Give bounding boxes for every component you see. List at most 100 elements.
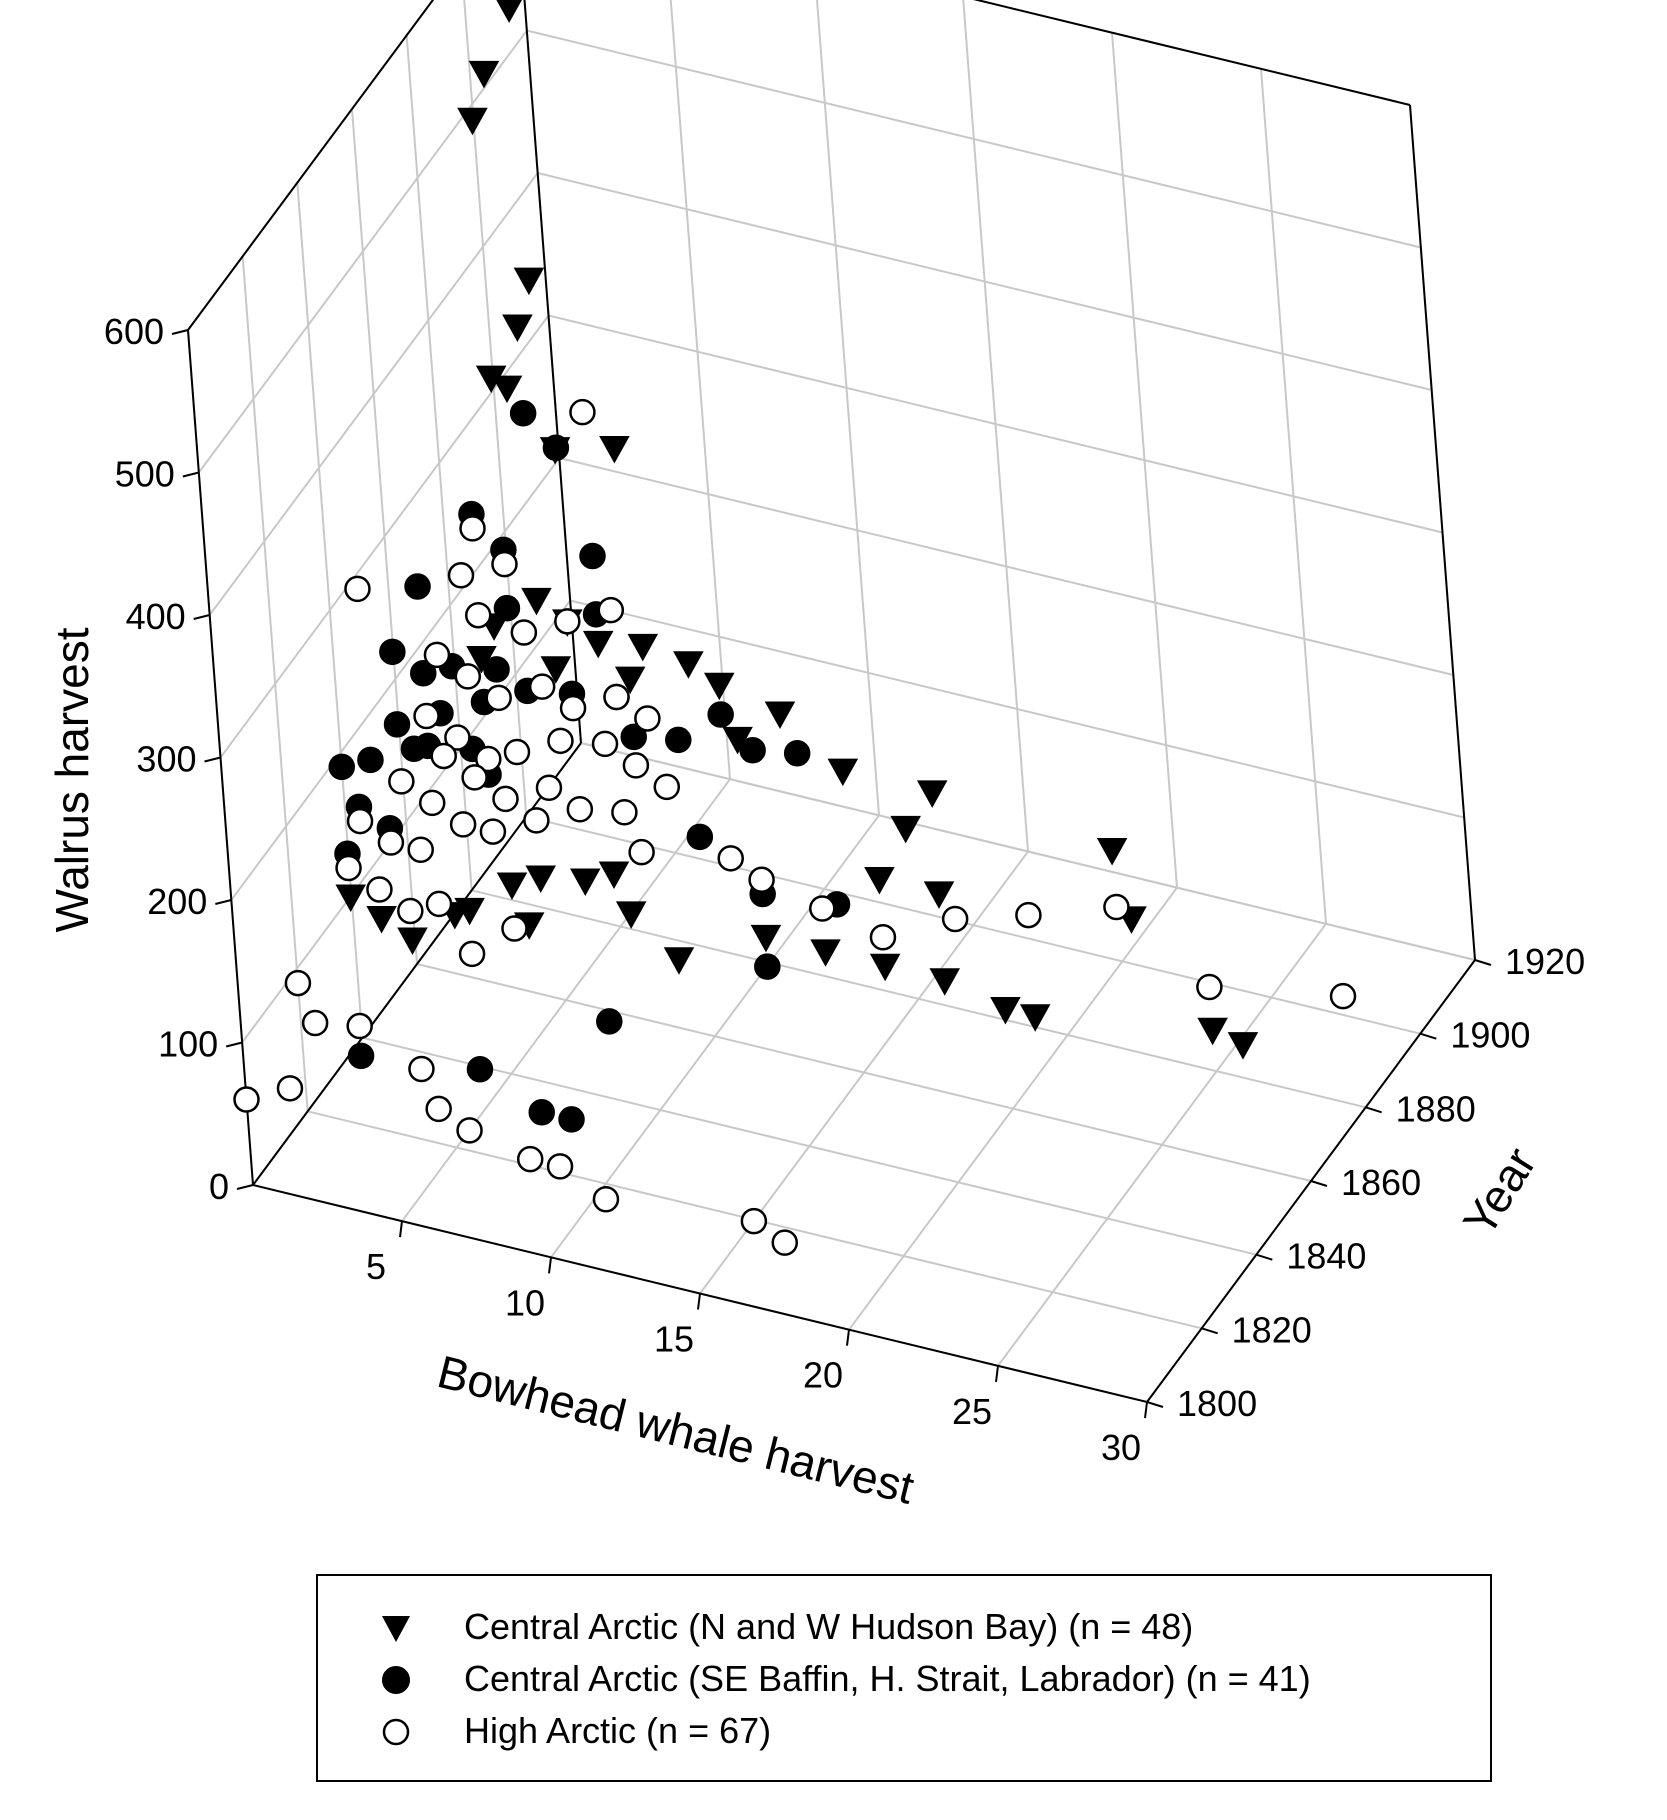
- back-wall-grid-line: [559, 457, 1454, 676]
- back-wall-grid-line: [962, 0, 1029, 852]
- x-tick-label: 30: [1101, 1427, 1141, 1468]
- baffin-point: [410, 660, 437, 687]
- high-arctic-point: [523, 807, 550, 834]
- axis-frame: [187, 0, 1476, 1403]
- high-arctic-point: [464, 601, 492, 629]
- legend-label: High Arctic (n = 67): [464, 1710, 772, 1751]
- z-tick-label: 0: [209, 1166, 229, 1207]
- z-axis-title: Walrus harvest: [46, 627, 98, 932]
- hudson-bay-point: [890, 815, 921, 844]
- legend-item-high-arctic: High Arctic (n = 67): [318, 1706, 1490, 1756]
- scatter-3d-plot: 5 10 15 20 25 30 1800 1820 1840 1860 1880 1900 1920 0…: [46, 0, 1585, 1514]
- hudson-bay-point: [864, 866, 895, 895]
- high-arctic-point: [717, 845, 744, 872]
- data-points: [233, 0, 1357, 1256]
- hudson-bay-point: [1019, 1004, 1051, 1032]
- z-tick-label: 200: [147, 881, 207, 922]
- y-tick-mark: [1474, 959, 1492, 966]
- baffin-point: [579, 542, 606, 570]
- y-tick-label: 1880: [1396, 1088, 1476, 1129]
- high-arctic-point: [569, 398, 596, 426]
- high-arctic-point: [809, 895, 836, 922]
- high-arctic-point: [485, 684, 512, 712]
- hudson-bay-point: [496, 0, 522, 24]
- high-arctic-point: [771, 1229, 799, 1256]
- x-tick-mark: [846, 1329, 850, 1346]
- floor-grid-line: [416, 963, 1312, 1182]
- high-arctic-point: [408, 1055, 435, 1083]
- hudson-bay-point: [569, 868, 601, 897]
- z-tick-label: 100: [158, 1024, 218, 1065]
- high-arctic-point: [449, 811, 477, 838]
- back-wall-grid-line: [580, 742, 1476, 961]
- hudson-bay-point: [502, 314, 533, 343]
- high-arctic-point: [566, 795, 594, 823]
- hudson-bay-point: [869, 953, 901, 982]
- y-tick-mark: [1310, 1180, 1328, 1187]
- high-arctic-point: [547, 727, 574, 755]
- x-tick-label: 5: [366, 1246, 386, 1287]
- high-arctic-point: [748, 866, 775, 894]
- hudson-bay-point: [615, 901, 647, 929]
- hudson-bay-point: [599, 435, 630, 464]
- high-arctic-point: [1103, 893, 1130, 921]
- high-arctic-point: [335, 854, 362, 882]
- baffin-point: [620, 723, 647, 751]
- high-arctic-point: [397, 897, 424, 925]
- legend-item-baffin: Central Arctic (SE Baffin, H. Strait, La…: [318, 1654, 1490, 1704]
- high-arctic-point: [592, 1185, 620, 1213]
- frame-edge: [973, 0, 1411, 106]
- y-tick-mark: [1146, 1401, 1164, 1408]
- left-wall-grid-line: [230, 457, 561, 901]
- high-arctic-point: [425, 890, 453, 918]
- baffin-point: [542, 434, 570, 461]
- high-arctic-point: [418, 789, 446, 817]
- high-arctic-point: [444, 724, 471, 751]
- left-wall-grid-line: [219, 314, 550, 759]
- hudson-bay-point: [582, 630, 614, 659]
- back-wall-grid-line: [537, 172, 1432, 391]
- high-arctic-point: [941, 905, 969, 933]
- high-arctic-point: [284, 969, 312, 997]
- high-arctic-point: [516, 1145, 544, 1173]
- x-tick-mark: [697, 1293, 701, 1310]
- baffin-point: [383, 711, 411, 738]
- z-tick-mark: [193, 614, 210, 620]
- z-tick-mark: [204, 756, 221, 763]
- y-tick-mark: [1365, 1106, 1382, 1114]
- high-arctic-point: [501, 915, 528, 942]
- baffin-point: [665, 726, 692, 754]
- high-arctic-point: [510, 619, 538, 646]
- y-tick-mark: [1420, 1032, 1437, 1040]
- x-tick-label: 15: [654, 1319, 694, 1360]
- high-arctic-point: [346, 1012, 373, 1040]
- hudson-bay-point: [1197, 1017, 1228, 1046]
- hudson-bay-point: [810, 939, 841, 967]
- baffin-point: [754, 953, 781, 980]
- left-wall-grid-line: [208, 172, 539, 616]
- high-arctic-point: [1329, 982, 1357, 1010]
- hudson-bay-point: [827, 758, 859, 787]
- hudson-bay-point: [614, 666, 646, 695]
- hudson-bay-point: [521, 587, 552, 616]
- high-arctic-point: [447, 562, 475, 589]
- high-arctic-point: [344, 575, 371, 603]
- left-wall-grid-line: [241, 599, 571, 1044]
- high-arctic-point: [346, 807, 374, 835]
- x-tick-mark: [399, 1221, 403, 1238]
- hudson-bay-point: [525, 865, 556, 893]
- hudson-bay-point: [491, 375, 523, 404]
- baffin-point: [379, 638, 406, 666]
- baffin-point: [357, 746, 384, 774]
- high-arctic-point: [491, 550, 518, 578]
- high-arctic-point: [554, 608, 581, 635]
- hudson-bay-point: [468, 60, 500, 89]
- back-wall-grid-line: [526, 29, 1422, 249]
- y-tick-mark: [1201, 1327, 1218, 1335]
- high-arctic-point: [276, 1075, 304, 1102]
- axis-ticks: 5 10 15 20 25 30 1800 1820 1840 1860 1880 1900 1920 0…: [104, 311, 1585, 1468]
- high-arctic-point: [740, 1207, 768, 1235]
- hudson-bay-point: [923, 881, 955, 909]
- hudson-bay-point: [598, 861, 630, 889]
- z-tick-label: 400: [126, 596, 186, 637]
